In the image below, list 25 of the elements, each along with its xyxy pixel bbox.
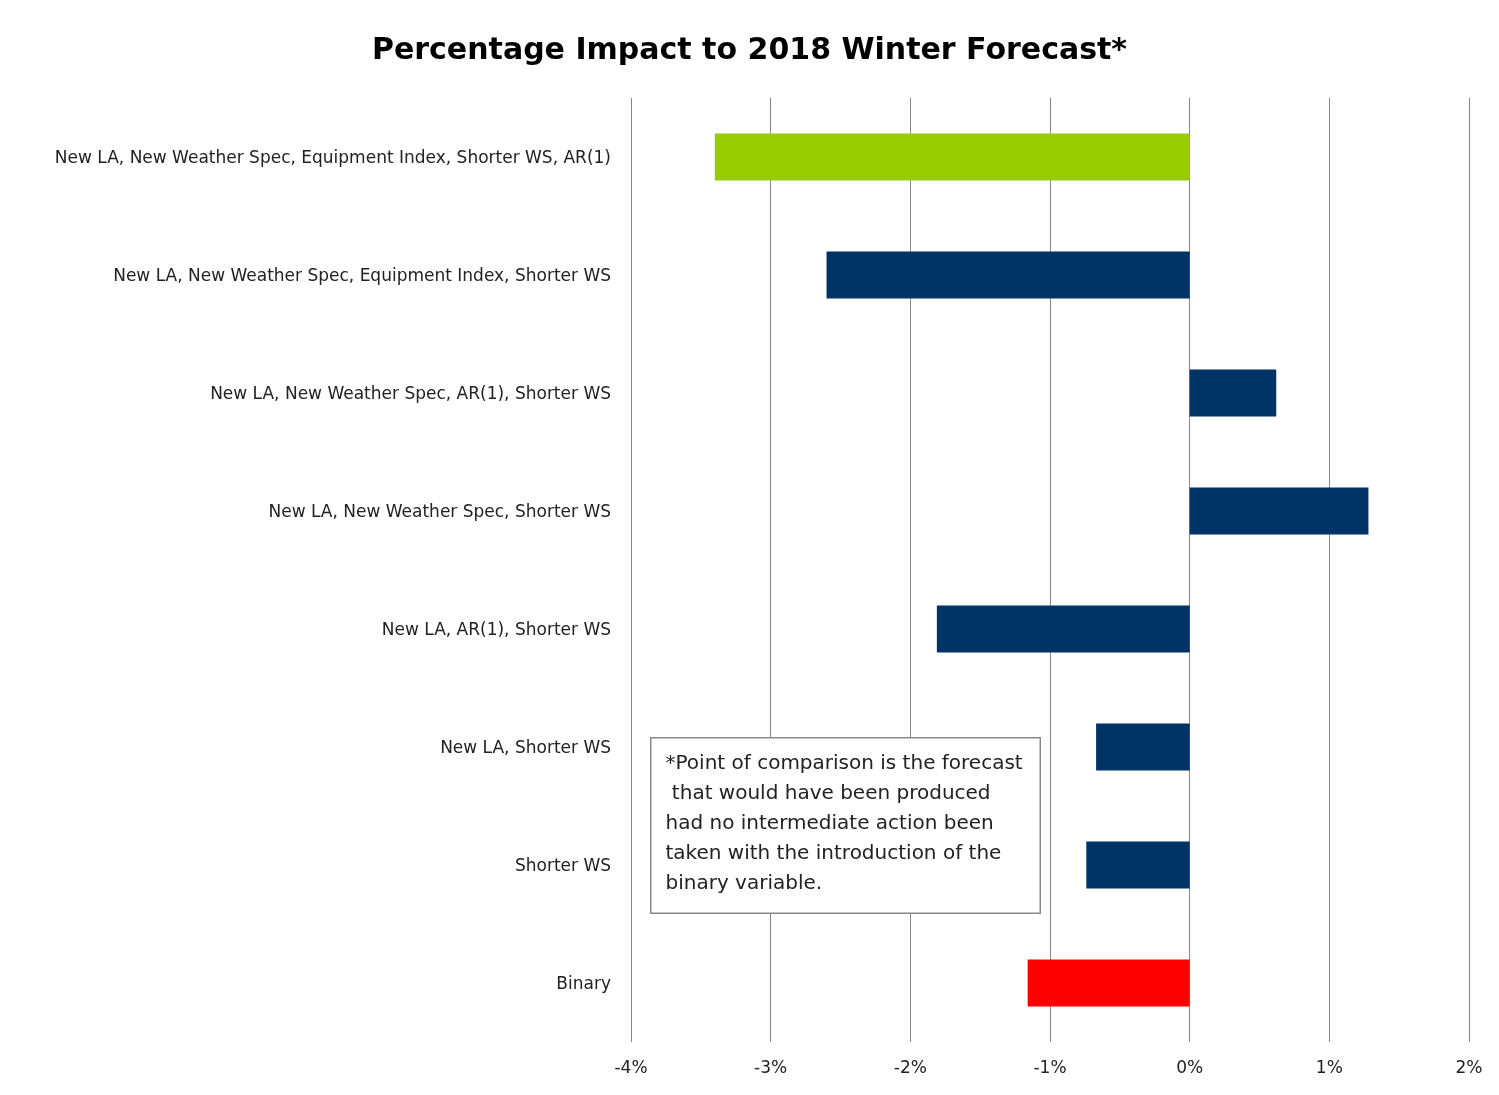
x-tick-label: -1%: [1033, 1056, 1067, 1077]
x-tick-label: -4%: [614, 1056, 648, 1077]
x-tick-label: 0%: [1176, 1056, 1204, 1077]
y-tick-label: New LA, New Weather Spec, Shorter WS: [268, 501, 611, 521]
x-tick-label: 2%: [1455, 1056, 1483, 1077]
y-tick-label: New LA, New Weather Spec, AR(1), Shorter WS: [210, 383, 611, 403]
y-tick-label: Shorter WS: [514, 855, 611, 875]
x-tick-label: -3%: [754, 1056, 788, 1077]
y-tick-label: New LA, New Weather Spec, Equipment Index, Shorter WS: [113, 265, 611, 285]
bar: [1189, 369, 1277, 417]
chart-title: Percentage Impact to 2018 Winter Forecast*: [371, 30, 1128, 66]
bar: [936, 605, 1190, 653]
bar: [826, 251, 1190, 299]
bar: [714, 133, 1190, 181]
bar: [1086, 841, 1190, 889]
bar: [1189, 487, 1369, 535]
y-tick-label: New LA, New Weather Spec, Equipment Index, Shorter WS, AR(1): [54, 147, 611, 167]
y-tick-label: Binary: [556, 973, 611, 993]
y-tick-label: New LA, Shorter WS: [440, 737, 611, 757]
bar: [1096, 723, 1190, 771]
x-tick-label: 1%: [1315, 1056, 1343, 1077]
annotation: *Point of comparison is the forecast that would have been produced had no intermediate action been taken with the introduction of the binary variable.: [665, 749, 1023, 894]
bar: [1027, 959, 1190, 1007]
y-tick-label: New LA, AR(1), Shorter WS: [381, 619, 611, 639]
x-tick-label: -2%: [893, 1056, 927, 1077]
